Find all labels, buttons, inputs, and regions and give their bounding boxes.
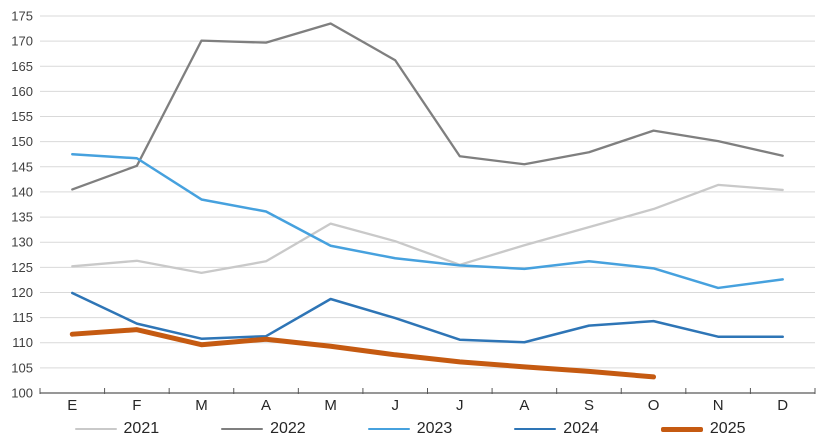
x-tick-label: S xyxy=(584,397,594,414)
y-tick-label: 150 xyxy=(11,134,33,149)
legend-label-2023: 2023 xyxy=(416,420,453,437)
x-tick-label: A xyxy=(519,397,529,414)
x-tick-label: E xyxy=(67,397,77,414)
legend-swatch-2023 xyxy=(367,427,410,431)
legend-label-2021: 2021 xyxy=(123,420,160,437)
x-tick-label: M xyxy=(195,397,208,414)
y-tick-label: 105 xyxy=(11,360,33,375)
series-line-2022 xyxy=(71,22,784,191)
series-line-2023 xyxy=(71,152,784,290)
x-tick-label: F xyxy=(132,397,141,414)
y-tick-label: 125 xyxy=(11,260,33,275)
x-tick-label: N xyxy=(713,397,724,414)
x-tick-label: M xyxy=(324,397,337,414)
y-tick-label: 100 xyxy=(11,386,33,401)
x-tick-label: J xyxy=(456,397,464,414)
y-tick-label: 115 xyxy=(12,310,33,325)
legend-swatch-2025 xyxy=(660,426,703,432)
legend-item-2024: 2024 xyxy=(514,421,599,437)
x-tick-label: O xyxy=(648,397,660,414)
y-tick-label: 110 xyxy=(12,335,33,350)
legend-item-2021: 2021 xyxy=(74,420,160,437)
y-tick-label: 130 xyxy=(11,235,33,250)
x-tick-label: J xyxy=(391,397,399,414)
y-tick-label: 145 xyxy=(11,159,33,174)
legend-swatch-2024 xyxy=(514,427,557,431)
legend-item-2022: 2022 xyxy=(221,421,306,437)
series-line-2025 xyxy=(69,327,657,380)
series-line-2021 xyxy=(71,183,784,275)
legend-label-2022: 2022 xyxy=(270,420,306,437)
y-tick-label: 160 xyxy=(11,84,33,99)
legend-swatch-2021 xyxy=(74,427,117,431)
x-tick-label: A xyxy=(261,397,271,414)
legend-item-2025: 2025 xyxy=(660,420,746,437)
y-tick-label: 155 xyxy=(11,109,33,124)
y-tick-label: 170 xyxy=(11,34,33,49)
y-tick-label: 175 xyxy=(11,9,33,24)
legend-label-2024: 2024 xyxy=(563,420,599,437)
legend-item-2023: 2023 xyxy=(367,420,453,437)
series-line-2024 xyxy=(71,291,784,344)
x-tick-label: D xyxy=(777,397,788,414)
legend-label-2025: 2025 xyxy=(709,420,746,437)
y-tick-label: 140 xyxy=(11,184,33,199)
y-tick-label: 120 xyxy=(11,285,33,300)
y-tick-label: 165 xyxy=(11,59,33,74)
y-tick-label: 135 xyxy=(11,210,33,225)
legend-swatch-2022 xyxy=(221,427,264,431)
chart-legend: 2021 2022 2023 2024 2025 xyxy=(0,416,820,442)
